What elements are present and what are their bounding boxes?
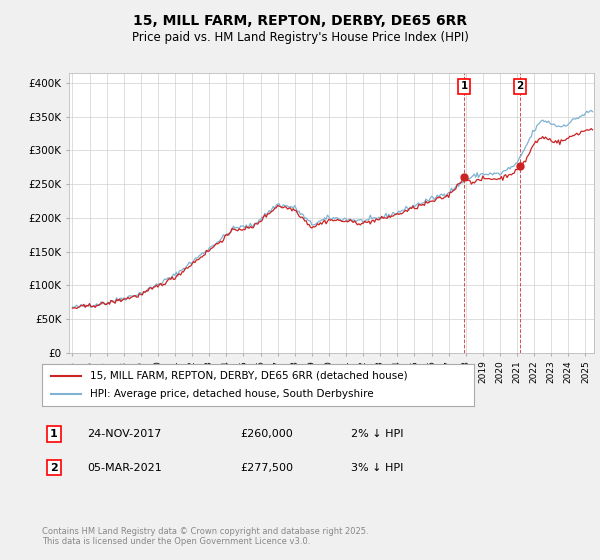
- Text: 2: 2: [50, 463, 58, 473]
- Text: 2: 2: [517, 81, 524, 91]
- Text: 2% ↓ HPI: 2% ↓ HPI: [351, 429, 404, 439]
- Text: 15, MILL FARM, REPTON, DERBY, DE65 6RR: 15, MILL FARM, REPTON, DERBY, DE65 6RR: [133, 14, 467, 28]
- Text: 15, MILL FARM, REPTON, DERBY, DE65 6RR (detached house): 15, MILL FARM, REPTON, DERBY, DE65 6RR (…: [89, 371, 407, 381]
- Text: £260,000: £260,000: [240, 429, 293, 439]
- Text: Contains HM Land Registry data © Crown copyright and database right 2025.
This d: Contains HM Land Registry data © Crown c…: [42, 526, 368, 546]
- Text: £277,500: £277,500: [240, 463, 293, 473]
- Text: 1: 1: [460, 81, 467, 91]
- Text: Price paid vs. HM Land Registry's House Price Index (HPI): Price paid vs. HM Land Registry's House …: [131, 31, 469, 44]
- Text: 24-NOV-2017: 24-NOV-2017: [87, 429, 161, 439]
- Text: 1: 1: [50, 429, 58, 439]
- Text: HPI: Average price, detached house, South Derbyshire: HPI: Average price, detached house, Sout…: [89, 389, 373, 399]
- Text: 05-MAR-2021: 05-MAR-2021: [87, 463, 162, 473]
- Text: 3% ↓ HPI: 3% ↓ HPI: [351, 463, 403, 473]
